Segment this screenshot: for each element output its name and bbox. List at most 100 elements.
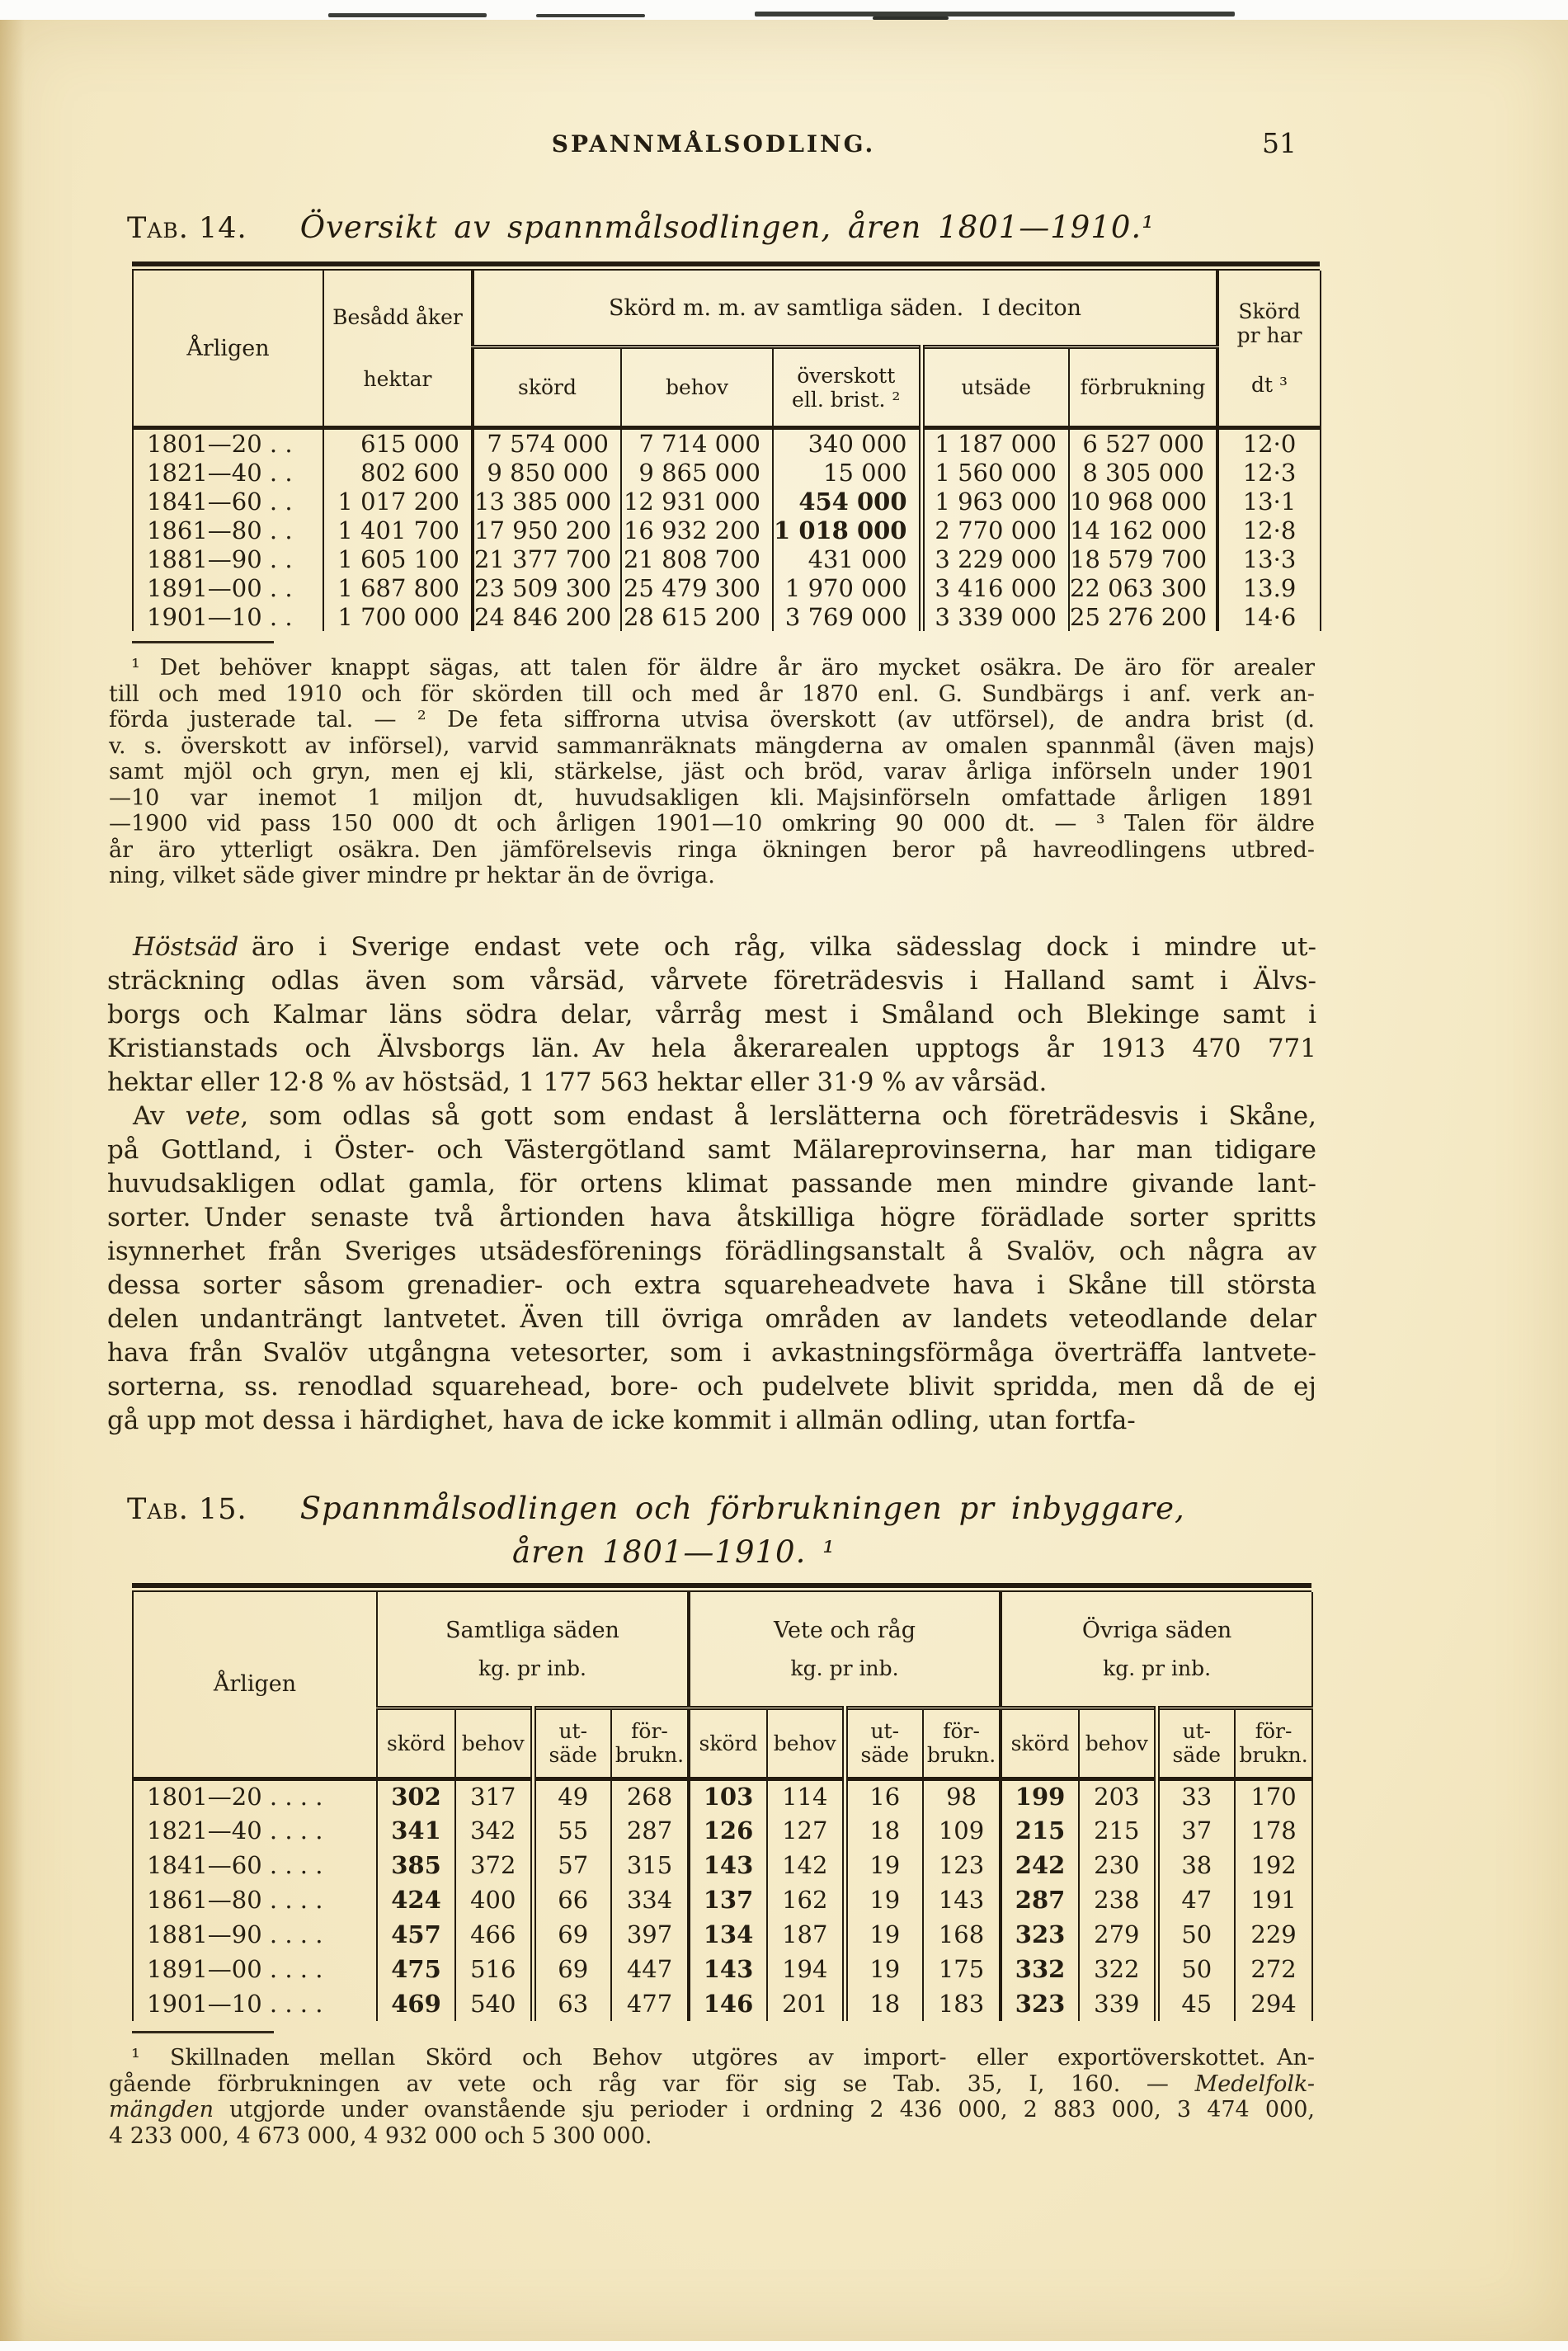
cell-vete-behov: 187 xyxy=(767,1917,848,1952)
text-line: samt mjöl och gryn, men ej kli, stärkels… xyxy=(109,759,1315,784)
cell-samtliga-behov: 372 xyxy=(455,1848,536,1882)
tab15-header: Årligen Samtliga säden kg. pr inb. Vete … xyxy=(132,1591,1314,1781)
text-line: Kristianstads och Älvsborgs län. Av hela… xyxy=(107,1033,1316,1063)
cell-ovriga-forbrukn: 191 xyxy=(1235,1882,1314,1917)
text-line: hektar eller 12·8 % av höstsäd, 1 177 56… xyxy=(107,1067,1048,1097)
cell-behov: 16 932 200 xyxy=(621,516,774,544)
tab14-col-dt-label: dt ³ xyxy=(1250,373,1288,398)
cell-behov: 28 615 200 xyxy=(621,602,774,631)
table-row: 1901—10 . .1 700 000 24 846 200 28 615 200… xyxy=(132,602,1321,631)
cell-ovriga-forbrukn: 229 xyxy=(1235,1917,1314,1952)
cell-ovriga-behov: 230 xyxy=(1079,1848,1160,1882)
cell-period: 1801—20 . . xyxy=(132,427,324,458)
tab15-subcol-skord: skörd xyxy=(377,1708,456,1781)
cell-overskott: 1 970 000 xyxy=(773,573,925,602)
running-title: SPANNMÅLSODLING. xyxy=(551,130,876,158)
cell-vete-skord: 126 xyxy=(689,1813,769,1848)
cell-period: 1901—10 . . xyxy=(132,602,324,631)
cell-samtliga-utsade: 57 xyxy=(533,1848,612,1882)
cell-vete-forbrukn: 109 xyxy=(923,1813,1003,1848)
cell-samtliga-behov: 466 xyxy=(455,1917,536,1952)
tab14-subcol-skord: skörd xyxy=(473,346,622,430)
cell-vete-behov: 127 xyxy=(767,1813,848,1848)
cell-vete-utsade: 19 xyxy=(845,1952,925,1986)
tab14-header: Årligen Besådd åker hektar Skörd m. m. a… xyxy=(132,271,1321,430)
footnote-separator xyxy=(132,2031,274,2033)
cell-ovriga-forbrukn: 294 xyxy=(1235,1986,1314,2021)
cell-period: 1861—80 . . . . xyxy=(132,1882,378,1917)
tab15-group-samtliga-title: Samtliga säden xyxy=(445,1617,619,1643)
tab14-caption-title: Översikt av spannmålsodlingen, åren 1801… xyxy=(299,210,1156,245)
cell-ovriga-skord: 287 xyxy=(1001,1882,1081,1917)
tab15-body: 1801—20 . . . . 302 317 49 268 103 114 16 98 199 2… xyxy=(132,1779,1314,2021)
cell-vete-behov: 201 xyxy=(767,1986,848,2021)
cell-vete-behov: 194 xyxy=(767,1952,848,1986)
text-line: —10 var inemot 1 miljon dt, huvudsaklige… xyxy=(109,784,1315,811)
cell-period: 1821—40 . . xyxy=(132,458,324,487)
scan-edge-artifact xyxy=(873,16,949,20)
cell-vete-skord: 143 xyxy=(689,1848,769,1882)
cell-utsade: 1 560 000 xyxy=(921,458,1070,487)
cell-period: 1881—90 . . xyxy=(132,544,324,573)
cell-samtliga-utsade: 49 xyxy=(533,1779,612,1813)
cell-forbrukning: 10 968 000 xyxy=(1069,487,1219,516)
tab15-subcol-behov: behov xyxy=(767,1708,848,1781)
paragraph-hostsad: Höstsäd äro i Sverige endast vete och rå… xyxy=(107,931,1316,1100)
tab14-caption: Tab. 14. Översikt av spannmålsodlingen, å… xyxy=(107,210,1320,245)
scan-edge-artifact xyxy=(328,13,487,17)
text-line: ¹ Skillnaden mellan Skörd och Behov utgö… xyxy=(109,2045,1315,2071)
tab15-group-ovriga-sub: kg. pr inb. xyxy=(1103,1656,1212,1680)
cell-ovriga-behov: 238 xyxy=(1079,1882,1160,1917)
text-line: ning, vilket säde giver mindre pr hektar… xyxy=(109,863,715,888)
cell-overskott: 431 000 xyxy=(773,544,925,573)
tab14-col-besadd-aker-label: Besådd åker xyxy=(332,305,463,329)
cell-vete-forbrukn: 175 xyxy=(923,1952,1003,1986)
cell-samtliga-skord: 475 xyxy=(377,1952,456,1986)
cell-ovriga-skord: 332 xyxy=(1001,1952,1081,1986)
cell-skord-pr-har: 13.9 xyxy=(1217,573,1321,602)
cell-vete-behov: 162 xyxy=(767,1882,848,1917)
cell-period: 1891—00 . . xyxy=(132,573,324,602)
paragraph-vete: Av vete, som odlas så gott som endast å … xyxy=(107,1100,1316,1438)
text-line: år äro ytterligt osäkra. Den jämförelsev… xyxy=(109,836,1315,863)
cell-period: 1881—90 . . . . xyxy=(132,1917,378,1952)
cell-overskott: 1 018 000 xyxy=(773,516,925,544)
tab15-subcol-forbrukn: för- brukn. xyxy=(1235,1708,1314,1781)
tab14-subcol-overskott: överskott ell. brist. ² xyxy=(773,346,925,430)
tab15-caption-title: Spannmålsodlingen och förbrukningen pr i… xyxy=(299,1490,1185,1526)
cell-samtliga-utsade: 69 xyxy=(533,1917,612,1952)
cell-utsade: 2 770 000 xyxy=(921,516,1070,544)
cell-behov: 21 808 700 xyxy=(621,544,774,573)
cell-samtliga-forbrukn: 397 xyxy=(611,1917,691,1952)
cell-besadd-hektar: 615 000 xyxy=(323,427,474,458)
cell-vete-forbrukn: 123 xyxy=(923,1848,1003,1882)
cell-samtliga-behov: 342 xyxy=(455,1813,536,1848)
cell-behov: 25 479 300 xyxy=(621,573,774,602)
cell-overskott: 15 000 xyxy=(773,458,925,487)
tab15-caption-line2: åren 1801—1910. ¹ xyxy=(512,1534,836,1570)
table-row: 1881—90 . .1 605 100 21 377 700 21 808 700… xyxy=(132,544,1321,573)
text-line: delen undanträngt lantvetet. Även till ö… xyxy=(107,1303,1316,1334)
cell-ovriga-behov: 203 xyxy=(1079,1779,1160,1813)
cell-utsade: 3 339 000 xyxy=(921,602,1070,631)
cell-forbrukning: 25 276 200 xyxy=(1069,602,1219,631)
tab14-caption-label: Tab. 14. xyxy=(127,212,247,245)
cell-ovriga-forbrukn: 178 xyxy=(1235,1813,1314,1848)
text-line: på Gottland, i Öster- och Västergötland … xyxy=(107,1134,1316,1165)
cell-samtliga-behov: 540 xyxy=(455,1986,536,2021)
text-line: Av vete, som odlas så gott som endast å … xyxy=(107,1100,1316,1131)
cell-behov: 12 931 000 xyxy=(621,487,774,516)
cell-utsade: 3 229 000 xyxy=(921,544,1070,573)
cell-samtliga-forbrukn: 477 xyxy=(611,1986,691,2021)
cell-besadd-hektar: 1 605 100 xyxy=(323,544,474,573)
text-line: huvudsakligen odlat gamla, för ortens kl… xyxy=(107,1168,1316,1199)
cell-ovriga-behov: 339 xyxy=(1079,1986,1160,2021)
cell-ovriga-utsade: 45 xyxy=(1156,1986,1236,2021)
text-line: dessa sorter såsom grenadier- och extra … xyxy=(107,1270,1316,1300)
tab14-col-arligen: Årligen xyxy=(132,271,324,430)
tab14-body: 1801—20 . . 615 000 7 574 000 7 714 000 340 … xyxy=(132,427,1321,631)
tab15-table: Årligen Samtliga säden kg. pr inb. Vete … xyxy=(132,1591,1314,2021)
tab15-subcol-utsade: ut- säde xyxy=(1156,1708,1236,1781)
cell-period: 1821—40 . . . . xyxy=(132,1813,378,1848)
tab14-table: Årligen Besådd åker hektar Skörd m. m. a… xyxy=(132,271,1321,631)
